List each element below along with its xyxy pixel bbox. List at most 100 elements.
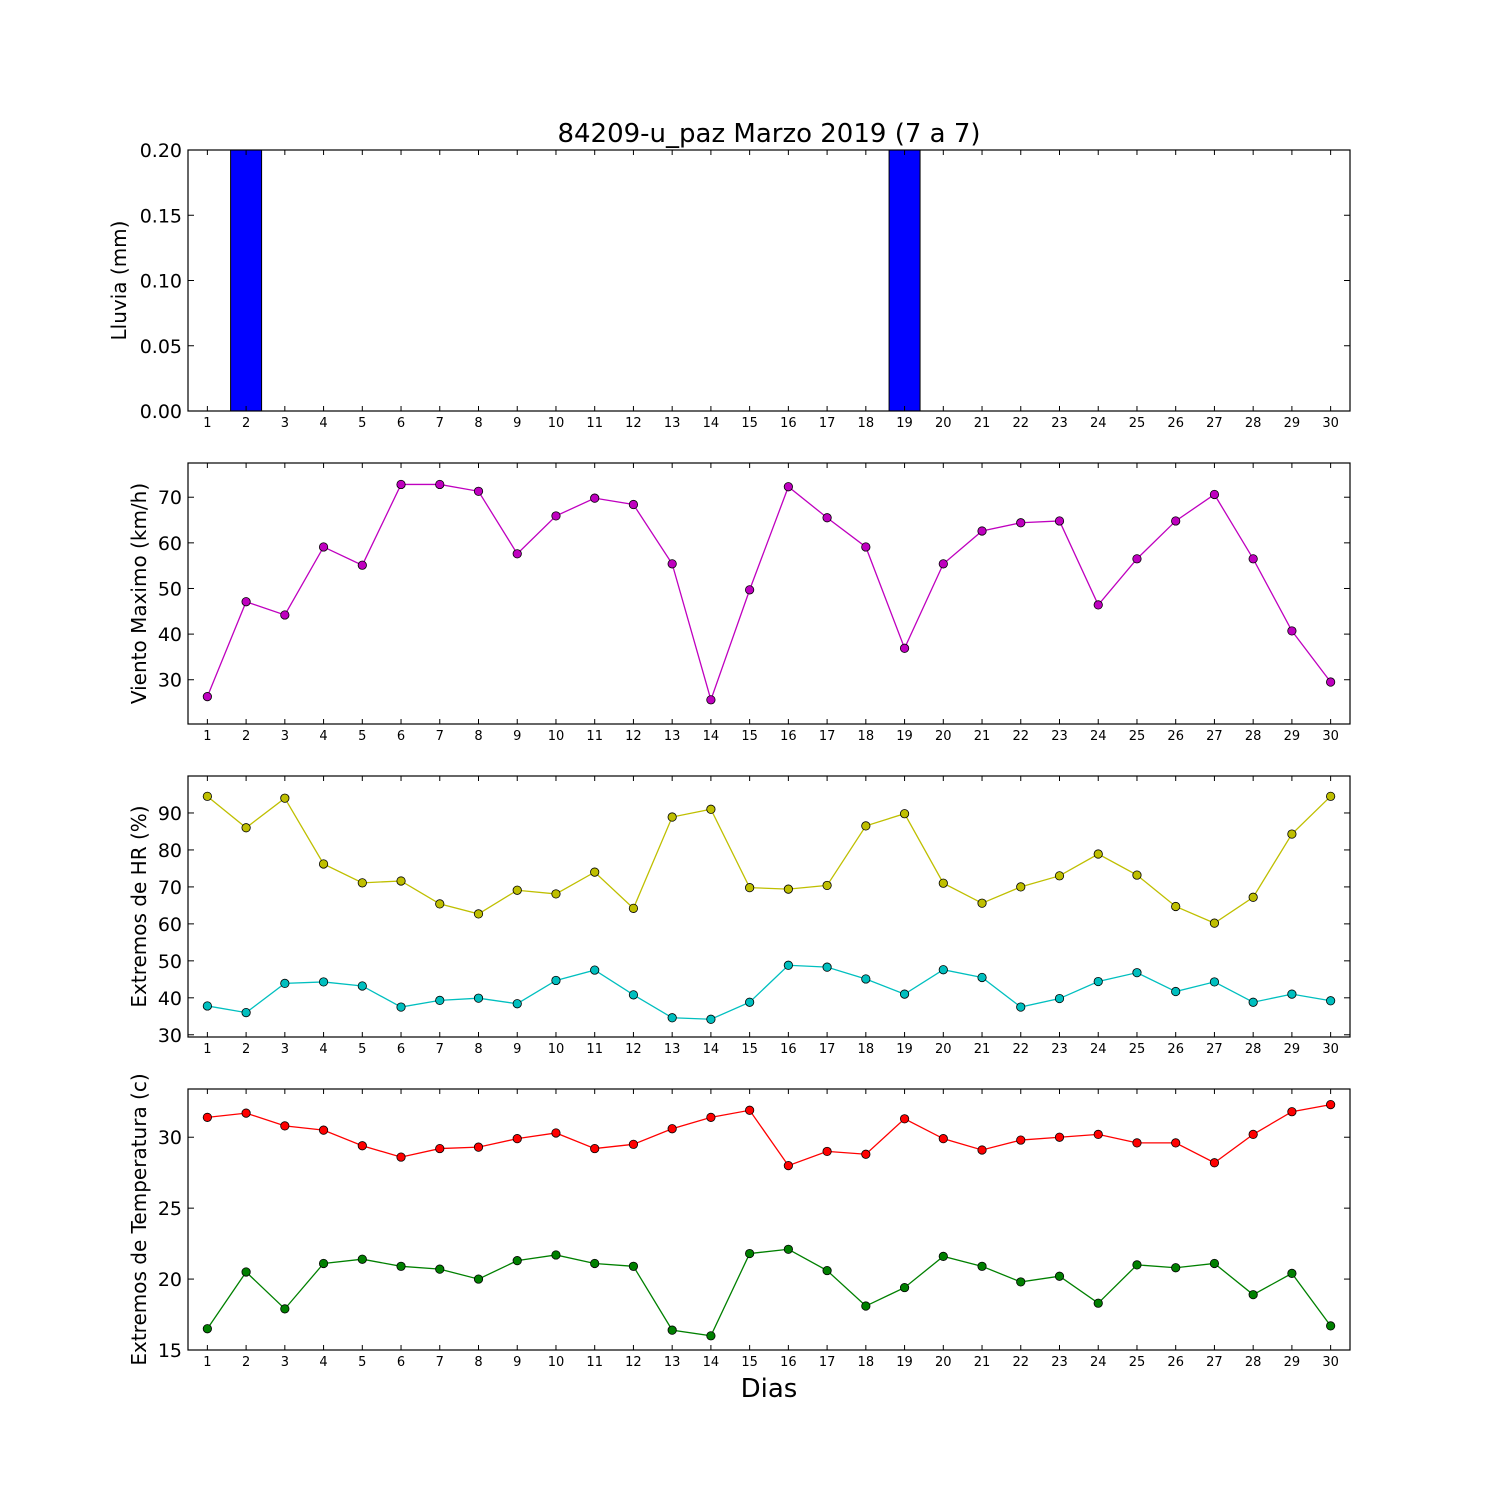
panel-4-series-2-point-day-7 xyxy=(435,1264,445,1274)
panel-2-series-1-point-day-11 xyxy=(590,493,600,503)
panel-2-xtick-label-11: 11 xyxy=(586,729,603,744)
panel-4-xtick-label-26: 26 xyxy=(1167,1355,1184,1370)
panel-3-xtick-label-24: 24 xyxy=(1090,1042,1107,1057)
panel-3-series-2-point-day-2 xyxy=(241,1008,251,1018)
panel-4-series-1-point-day-12 xyxy=(628,1139,639,1149)
panel-2-series-1-point-day-19 xyxy=(899,643,910,653)
panel-4-series-2-point-day-1 xyxy=(202,1324,212,1334)
panel-3-series-1-point-day-16 xyxy=(783,884,793,894)
panel-3-xtick-label-9: 9 xyxy=(513,1042,521,1057)
panel-4-series-1-point-day-18 xyxy=(861,1149,871,1159)
panel-3-ytick-label-60: 60 xyxy=(158,914,182,936)
panel-3-series-2-point-day-24 xyxy=(1093,976,1103,987)
panel-3-series-1-point-day-27 xyxy=(1209,918,1220,928)
panel-3-series-1-point-day-14 xyxy=(706,804,716,814)
panel-3-xtick-label-22: 22 xyxy=(1012,1042,1029,1057)
panel-4-series-1-point-day-19 xyxy=(899,1114,910,1124)
panel-3-series-2-point-day-29 xyxy=(1287,989,1297,999)
panel-2-y-axis-label: Viento Maximo (km/h) xyxy=(127,483,151,704)
panel-3-series-1-point-day-18 xyxy=(861,821,871,831)
panel-4-xtick-label-3: 3 xyxy=(281,1355,289,1370)
panel-4-series-1-point-day-15 xyxy=(745,1105,755,1115)
panel-4-xtick-label-13: 13 xyxy=(664,1355,681,1370)
panel-3-xtick-label-26: 26 xyxy=(1167,1042,1184,1057)
panel-3-y-axis-label: Extremos de HR (%) xyxy=(127,805,151,1007)
panel-3-series-2-point-day-17 xyxy=(822,962,832,972)
panel-3-xtick-label-2: 2 xyxy=(242,1042,250,1057)
panel-1-xtick-label-20: 20 xyxy=(935,416,952,431)
panel-2-xtick-label-23: 23 xyxy=(1051,729,1068,744)
panel-3-series-1-point-day-12 xyxy=(628,903,639,913)
panel-4-ytick-label-20: 20 xyxy=(158,1269,182,1291)
panel-3-ytick-label-30: 30 xyxy=(158,1025,182,1047)
panel-4-series-1-point-day-4 xyxy=(318,1125,329,1135)
panel-4-xtick-label-23: 23 xyxy=(1051,1355,1068,1370)
panel-1-xtick-label-15: 15 xyxy=(741,416,758,431)
panel-3-series-2-point-day-5 xyxy=(357,981,367,991)
panel-2-series-1-point-day-16 xyxy=(783,482,793,492)
panel-4-ytick-label-30: 30 xyxy=(158,1127,182,1149)
panel-4-xtick-label-9: 9 xyxy=(513,1355,521,1370)
panel-2-series-1-point-day-22 xyxy=(1016,518,1026,528)
rain-bar-day-19 xyxy=(888,149,921,412)
panel-4-series-2-point-day-5 xyxy=(357,1254,367,1264)
panel-4-series-1-point-day-25 xyxy=(1132,1138,1142,1148)
panel-2-series-1-point-day-25 xyxy=(1132,554,1142,564)
panel-3-series-2-line xyxy=(207,964,1331,1020)
panel-3-xtick-label-8: 8 xyxy=(474,1042,482,1057)
panel-1-xtick-label-28: 28 xyxy=(1245,416,1262,431)
panel-3-ytick-label-50: 50 xyxy=(158,951,182,973)
panel-3-series-1-point-day-15 xyxy=(745,883,755,893)
panel-3-series-1-point-day-21 xyxy=(977,898,987,908)
panel-3-series-1-point-day-6 xyxy=(396,876,406,886)
panel-3-xtick-label-28: 28 xyxy=(1245,1042,1262,1057)
panel-4-series-1-point-day-29 xyxy=(1287,1107,1297,1117)
panel-1-xtick-label-18: 18 xyxy=(858,416,875,431)
panel-1-xtick-label-25: 25 xyxy=(1129,416,1146,431)
panel-1-xtick-label-16: 16 xyxy=(780,416,797,431)
panel-3-series-2-point-day-7 xyxy=(435,995,445,1006)
panel-4-series-1-point-day-1 xyxy=(202,1112,212,1122)
panel-1-xtick-label-30: 30 xyxy=(1322,416,1339,431)
panel-4-series-1-point-day-20 xyxy=(938,1134,948,1144)
panel-4-series-1-point-day-2 xyxy=(241,1108,251,1118)
panel-2-xtick-label-12: 12 xyxy=(625,729,642,744)
panel-3-series-2-point-day-27 xyxy=(1209,977,1220,987)
panel-2-xtick-label-24: 24 xyxy=(1090,729,1107,744)
panel-3-xtick-label-7: 7 xyxy=(436,1042,444,1057)
panel-2-xtick-label-10: 10 xyxy=(548,729,565,744)
panel-2-series-1-point-day-26 xyxy=(1171,516,1181,526)
panel-3-xtick-label-6: 6 xyxy=(397,1042,405,1057)
panel-3-series-1-point-day-28 xyxy=(1248,892,1258,902)
panel-1-xtick-label-6: 6 xyxy=(397,416,405,431)
panel-4-series-1-point-day-23 xyxy=(1054,1132,1065,1142)
panel-2-xtick-label-8: 8 xyxy=(474,729,482,744)
panel-3-series-2-point-day-4 xyxy=(318,977,329,987)
panel-1-xtick-label-24: 24 xyxy=(1090,416,1107,431)
panel-3-series-2-point-day-21 xyxy=(977,972,987,983)
panel-1-xtick-label-22: 22 xyxy=(1012,416,1029,431)
panel-2-series-1-point-day-27 xyxy=(1209,489,1220,500)
panel-1-xtick-label-5: 5 xyxy=(358,416,366,431)
panel-3-xtick-label-27: 27 xyxy=(1206,1042,1223,1057)
panel-4-series-2-point-day-9 xyxy=(512,1256,522,1266)
panel-2-series-1-point-day-30 xyxy=(1326,677,1336,687)
panel-3-series-2-point-day-16 xyxy=(783,960,793,970)
panel-3-series-2-point-day-10 xyxy=(551,975,561,986)
panel-4-xtick-label-11: 11 xyxy=(586,1355,603,1370)
panel-4-ytick-label-25: 25 xyxy=(158,1198,182,1220)
panel-3-series-2-point-day-26 xyxy=(1171,986,1181,997)
panel-4-series-2-point-day-22 xyxy=(1016,1277,1026,1287)
panel-3-xtick-label-14: 14 xyxy=(703,1042,720,1057)
panel-1-xtick-label-10: 10 xyxy=(548,416,565,431)
panel-4-series-2-point-day-11 xyxy=(590,1258,600,1269)
panel-3-series-2-point-day-13 xyxy=(667,1013,677,1023)
panel-3-series-1-point-day-4 xyxy=(318,859,329,869)
chart-title: 84209-u_paz Marzo 2019 (7 a 7) xyxy=(557,119,980,149)
panel-3-series-1-point-day-13 xyxy=(667,812,677,822)
panel-4-series-1-line xyxy=(207,1103,1331,1167)
panel-4-series-1-point-day-24 xyxy=(1093,1129,1103,1139)
panel-4-xtick-label-5: 5 xyxy=(358,1355,366,1370)
